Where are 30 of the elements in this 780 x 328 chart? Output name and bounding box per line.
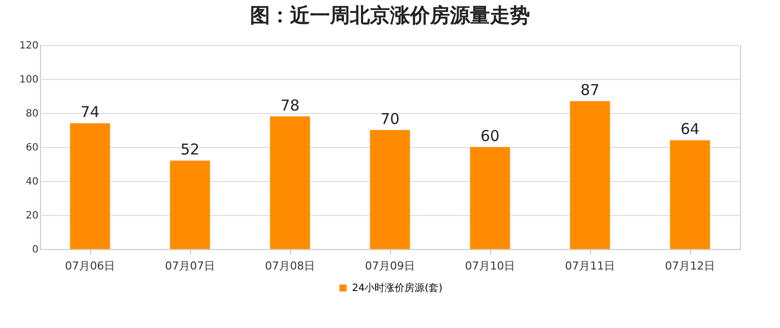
bar [270,116,310,249]
bar [670,140,710,249]
bar [70,123,110,249]
x-tick-label: 07月09日 [365,260,415,272]
x-tick-label: 07月10日 [465,260,515,272]
data-label: 52 [180,140,200,159]
x-tick-label: 07月06日 [65,260,115,272]
x-tick-label: 07月07日 [165,260,215,272]
chart-title: 图：近一周北京涨价房源量走势 [250,3,530,27]
data-label: 70 [380,110,400,128]
data-label: 64 [680,120,700,138]
bar [370,130,410,249]
y-tick-label: 100 [19,74,38,86]
y-tick-label: 0 [32,244,38,256]
y-tick-label: 80 [26,108,38,120]
x-tick-label: 07月11日 [565,260,615,272]
y-tick-label: 60 [26,142,38,154]
x-tick-label: 07月12日 [665,260,715,272]
data-label: 74 [80,103,100,122]
y-tick-label: 20 [26,210,38,222]
data-label: 87 [580,81,600,100]
legend-label: 24小时涨价房源(套) [352,282,443,294]
bar [170,160,210,249]
y-tick-label: 120 [19,40,38,52]
bar [570,101,610,249]
data-label: 60 [480,127,500,145]
data-label: 78 [280,96,300,114]
y-tick-label: 40 [26,176,38,188]
x-tick-label: 07月08日 [265,260,315,272]
bar [470,147,510,249]
